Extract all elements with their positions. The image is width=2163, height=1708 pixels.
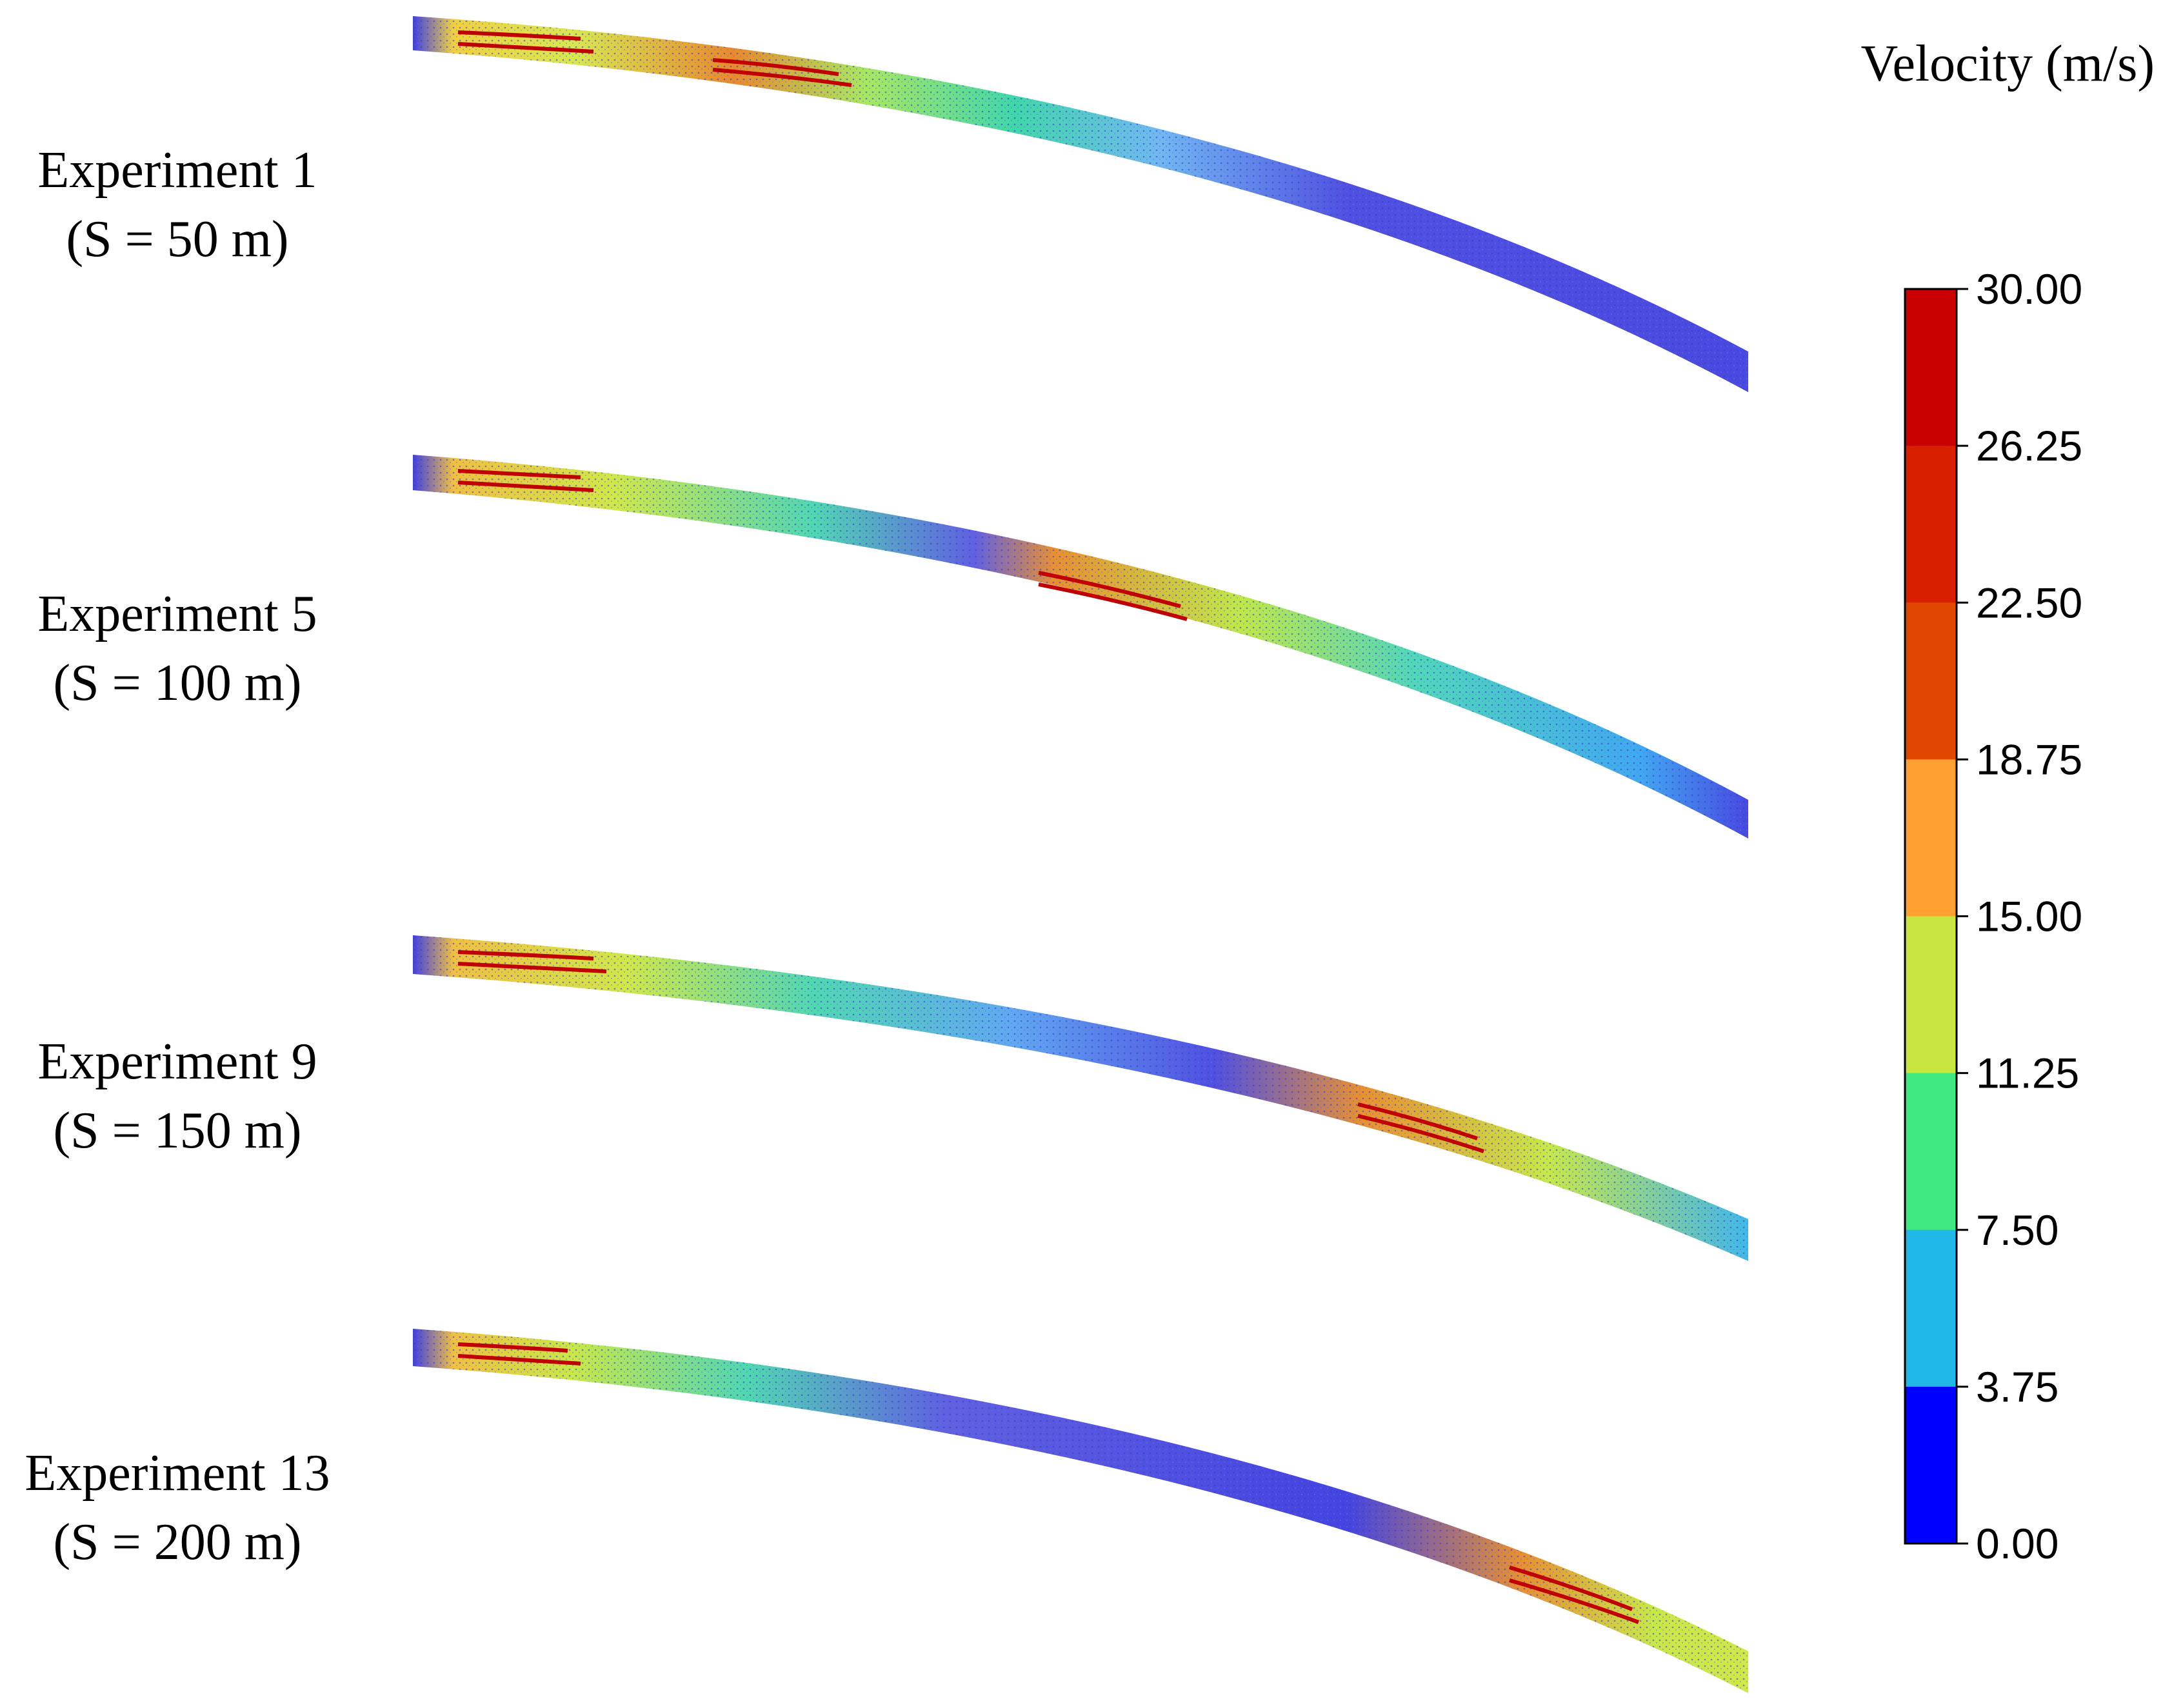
legend-tick-label: 18.75 [1976, 735, 2082, 783]
tunnel-mesh [413, 16, 1748, 392]
experiment-5-spacing: (S = 100 m) [53, 655, 301, 711]
experiment-1-label: Experiment 1 (S = 50 m) [37, 142, 317, 268]
experiment-9-title: Experiment 9 [37, 1033, 317, 1090]
legend-color-band [1905, 759, 1957, 917]
tunnel-mesh [413, 1329, 1748, 1693]
legend-color-band [1905, 1229, 1957, 1387]
jet-stream [712, 58, 839, 76]
legend-title: Velocity (m/s) [1861, 35, 2155, 92]
legend-color-band [1905, 916, 1957, 1074]
legend-tick-label: 30.00 [1976, 265, 2082, 313]
experiment-13-title: Experiment 13 [25, 1445, 330, 1502]
jet-stream [457, 481, 594, 492]
legend-tick-label: 3.75 [1976, 1363, 2058, 1411]
jet-stream [1509, 1578, 1640, 1624]
tunnel-experiment-13 [413, 1329, 1748, 1693]
legend-color-band [1905, 1073, 1957, 1231]
experiment-9-label: Experiment 9 (S = 150 m) [37, 1033, 317, 1159]
tunnel-body [413, 455, 1748, 839]
jet-stream [457, 1342, 568, 1353]
jet-stream [712, 68, 852, 87]
legend-color-band [1905, 1386, 1957, 1544]
color-legend: Velocity (m/s) 30.00 26.25 22.50 18.75 15.00… [1861, 35, 2155, 1567]
jet-stream [1038, 571, 1181, 608]
jet-stream [457, 42, 594, 54]
legend-color-band [1905, 602, 1957, 760]
jet-stream [457, 962, 607, 973]
legend-tick-label: 0.00 [1976, 1520, 2058, 1567]
jet-stream [1357, 1114, 1484, 1153]
legend-tick-label: 22.50 [1976, 579, 2082, 626]
jet-stream [457, 30, 581, 41]
legend-tick-label: 7.50 [1976, 1206, 2058, 1254]
experiment-13-spacing: (S = 200 m) [53, 1514, 301, 1571]
jet-stream [1509, 1565, 1633, 1611]
legend-ticks: 30.00 26.25 22.50 18.75 15.00 11.25 7.50 3.75 0.… [1957, 265, 2082, 1567]
legend-tick-label: 26.25 [1976, 422, 2082, 470]
jet-stream [1038, 582, 1188, 621]
experiment-1-title: Experiment 1 [37, 142, 317, 199]
tunnel-mesh [413, 455, 1748, 839]
experiment-5-label: Experiment 5 (S = 100 m) [37, 586, 317, 711]
legend-tick-label: 11.25 [1976, 1049, 2079, 1097]
legend-color-band [1905, 289, 1957, 446]
tunnel-experiment-5 [413, 455, 1748, 839]
experiment-5-title: Experiment 5 [37, 586, 317, 642]
experiment-1-spacing: (S = 50 m) [66, 211, 288, 268]
jet-stream [457, 1354, 581, 1365]
legend-tick-label: 15.00 [1976, 893, 2082, 940]
tunnel-experiment-9 [413, 935, 1748, 1261]
tunnel-experiment-1 [413, 16, 1748, 392]
jet-stream [1357, 1102, 1478, 1140]
experiment-9-spacing: (S = 150 m) [53, 1102, 301, 1159]
tunnel-body [413, 16, 1748, 392]
experiment-13-label: Experiment 13 (S = 200 m) [25, 1445, 330, 1571]
jet-stream [457, 469, 581, 479]
legend-color-band [1905, 446, 1957, 603]
jet-stream [457, 950, 594, 960]
tunnel-mesh [413, 935, 1748, 1261]
legend-color-bar [1905, 289, 1957, 1544]
